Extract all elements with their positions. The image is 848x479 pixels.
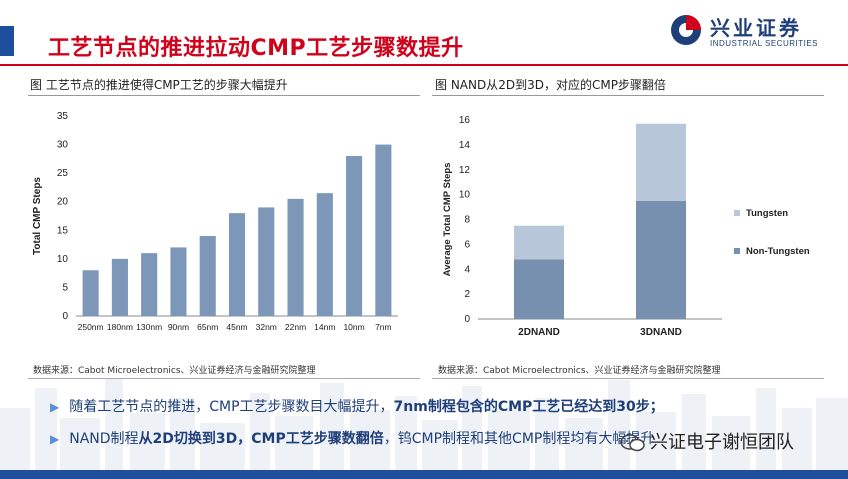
- y-tick-label: 15: [57, 225, 69, 236]
- bar-250nm: [82, 270, 99, 316]
- bar-3DNAND-Tungsten: [636, 123, 686, 201]
- y-tick-label: 14: [459, 140, 471, 151]
- y-tick-label: 6: [464, 239, 470, 250]
- y-tick-label: 12: [459, 165, 471, 176]
- bar-65nm: [199, 236, 216, 316]
- bullet-arrow-icon: ▶: [50, 432, 60, 446]
- y-tick-label: 25: [57, 168, 69, 179]
- left-source-divider: [28, 378, 420, 379]
- bullet-item-1: ▶ 随着工艺节点的推进，CMP工艺步骤数目大幅提升，7nm制程包含的CMP工艺已经…: [50, 396, 664, 416]
- y-tick-label: 10: [459, 190, 471, 201]
- left-caption-divider: [28, 95, 420, 96]
- x-tick-label: 32nm: [256, 322, 277, 332]
- legend-swatch: [734, 248, 740, 254]
- bar-90nm: [170, 247, 187, 316]
- bullet-2-bold: 从2D切换到3D，CMP工艺步骤数翻倍: [138, 431, 384, 447]
- y-tick-label: 4: [464, 264, 470, 275]
- x-tick-label: 90nm: [168, 322, 189, 332]
- bar-2DNAND-Tungsten: [514, 225, 564, 260]
- x-tick-label: 45nm: [226, 322, 247, 332]
- y-tick-label: 30: [57, 140, 69, 151]
- x-tick-label: 22nm: [285, 322, 306, 332]
- cmp-steps-by-node-chart: 0 5 10 15 20 25 30 35 250nm 180nm 130nm 90nm 65nm 45n…: [32, 111, 398, 332]
- bullet-1-bold: 7nm制程包含的CMP工艺已经达到30步；: [393, 399, 664, 415]
- title-accent-bar: [0, 26, 14, 56]
- bullet-1-text: 随着工艺节点的推进，CMP工艺步骤数目大幅提升，: [69, 399, 394, 415]
- bar-14nm: [316, 193, 333, 316]
- bar-180nm: [111, 258, 128, 316]
- x-tick-label: 130nm: [136, 322, 162, 332]
- bullet-arrow-icon: ▶: [50, 400, 60, 414]
- x-tick-label: 2DNAND: [518, 327, 560, 338]
- bullet-item-2: ▶ NAND制程从2D切换到3D，CMP工艺步骤数翻倍，钨CMP制程和其他CMP制…: [50, 428, 654, 448]
- y-tick-label: 10: [57, 254, 69, 265]
- x-tick-label: 250nm: [78, 322, 104, 332]
- legend-label: Tungsten: [746, 208, 788, 219]
- right-caption-divider: [432, 95, 824, 96]
- bar-32nm: [258, 207, 275, 316]
- watermark: 兴证电子谢恒团队: [620, 428, 794, 454]
- y-axis-label: Total CMP Steps: [32, 177, 43, 255]
- bar-3DNAND-Non-Tungsten: [636, 200, 686, 319]
- x-tick-label: 180nm: [107, 322, 133, 332]
- y-tick-label: 20: [57, 197, 69, 208]
- brand-logo: 兴业证券 INDUSTRIAL SECURITIES: [670, 10, 840, 52]
- right-chart-source: 数据来源：Cabot Microelectronics、兴业证券经济与金融研究院…: [438, 366, 721, 376]
- x-tick-label: 14nm: [314, 322, 335, 332]
- bar-10nm: [346, 156, 363, 316]
- y-tick-label: 8: [464, 215, 470, 226]
- left-chart-caption: 图 工艺节点的推进使得CMP工艺的步骤大幅提升: [30, 78, 288, 92]
- page-title: 工艺节点的推进拉动CMP工艺步骤数提升: [48, 36, 464, 61]
- right-source-divider: [432, 378, 824, 379]
- bullet-2-post: ，钨CMP制程和其他CMP制程均有大幅提升: [383, 431, 655, 447]
- y-tick-label: 2: [464, 289, 470, 300]
- bar-7nm: [375, 144, 392, 316]
- y-tick-label: 16: [459, 115, 471, 126]
- bar-22nm: [287, 198, 304, 316]
- y-tick-label: 0: [464, 314, 470, 325]
- right-chart-caption: 图 NAND从2D到3D，对应的CMP步骤翻倍: [435, 78, 666, 92]
- x-tick-label: 3DNAND: [640, 327, 682, 338]
- y-axis-label: Average Total CMP Steps: [442, 163, 453, 277]
- x-tick-label: 10nm: [343, 322, 364, 332]
- bullet-2-text: NAND制程: [69, 431, 139, 447]
- bar-2DNAND-Non-Tungsten: [514, 259, 564, 319]
- bar-45nm: [228, 213, 246, 316]
- wechat-icon: [620, 434, 645, 452]
- bottom-accent-bar: [0, 470, 848, 479]
- nand-cmp-steps-chart: 0 2 4 6 8 10 12 14 16 2DNAND 3DNAND Tungsten Non-Tun…: [442, 115, 810, 338]
- legend-label: Non-Tungsten: [746, 246, 810, 257]
- logo-text-en: INDUSTRIAL SECURITIES: [710, 39, 818, 48]
- x-tick-label: 7nm: [375, 322, 392, 332]
- y-tick-label: 35: [57, 111, 69, 122]
- title-divider: [0, 64, 848, 66]
- logo-text-cn: 兴业证券: [710, 16, 802, 40]
- left-chart-source: 数据来源：Cabot Microelectronics、兴业证券经济与金融研究院…: [33, 366, 316, 376]
- logo-mark-icon: [671, 15, 701, 45]
- y-tick-label: 0: [62, 311, 68, 322]
- watermark-text: 兴证电子谢恒团队: [650, 432, 794, 453]
- x-tick-label: 65nm: [197, 322, 218, 332]
- bar-130nm: [141, 253, 158, 316]
- y-tick-label: 5: [62, 282, 68, 293]
- skyline-decoration: [0, 378, 848, 479]
- legend-swatch: [734, 210, 740, 216]
